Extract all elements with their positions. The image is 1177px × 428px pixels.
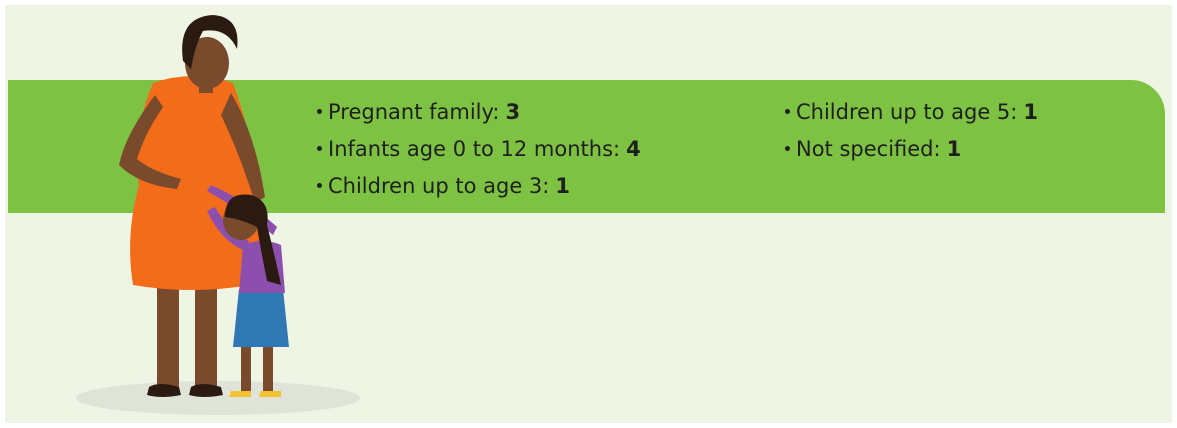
stat-value: 3 (505, 100, 520, 124)
bullet (317, 146, 322, 151)
stat-label: Children up to age 3: (328, 174, 549, 198)
stat-value: 1 (947, 137, 962, 161)
stat-label: Not specified: (796, 137, 941, 161)
stat-item: Infants age 0 to 12 months:4 (317, 130, 785, 167)
stat-value: 1 (555, 174, 570, 198)
bullet (785, 146, 790, 151)
bullet (317, 109, 322, 114)
stat-item: Children up to age 3:1 (317, 167, 785, 204)
stat-item: Not specified:1 (785, 130, 1165, 167)
bullet (317, 183, 322, 188)
illustration (5, 5, 385, 423)
bullet (785, 109, 790, 114)
stat-label: Children up to age 5: (796, 100, 1017, 124)
stat-item: Children up to age 5:1 (785, 93, 1165, 130)
stat-value: 1 (1023, 100, 1038, 124)
stat-item: Pregnant family:3 (317, 93, 785, 130)
stat-label: Infants age 0 to 12 months: (328, 137, 620, 161)
stat-value: 4 (626, 137, 641, 161)
stat-label: Pregnant family: (328, 100, 499, 124)
